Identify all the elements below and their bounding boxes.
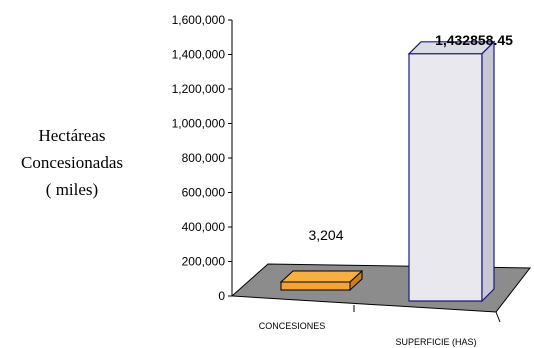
x-tick [495, 311, 501, 323]
bar-superficie [407, 40, 496, 303]
bar-side [481, 40, 495, 303]
y-tick-label: 1,400,000 [172, 48, 226, 62]
y-tick-label: 400,000 [182, 220, 226, 234]
bar-concesiones [279, 269, 364, 292]
category-label: SUPERFICIE (HAS) [395, 337, 476, 347]
y-tick-label: 600,000 [182, 186, 226, 200]
y-axis-label-line: Concesionadas [21, 153, 123, 172]
y-axis-label-line: ( miles) [46, 180, 98, 199]
y-axis-label: Hectáreas Concesionadas ( miles) [21, 126, 123, 199]
y-tick-label: 1,600,000 [172, 13, 226, 27]
data-label-superficie: 1,432858.45 [435, 32, 513, 48]
y-axis-label-line: Hectáreas [38, 126, 105, 145]
bar-top [279, 270, 364, 283]
bars [279, 40, 496, 303]
y-tick-label: 0 [218, 289, 225, 303]
y-axis: 0 200,000 400,000 600,000 800,000 1,000,000 1,… [172, 13, 233, 303]
category-label: CONCESIONES [259, 321, 326, 331]
y-tick-label: 200,000 [182, 255, 226, 269]
y-tick-label: 1,000,000 [172, 117, 226, 131]
bar-side [349, 269, 363, 292]
bar-front [280, 281, 351, 291]
data-labels: 3,204 1,432858.45 CONCESIONES SUPERFICIE (H… [259, 32, 513, 347]
bar-front [408, 53, 483, 302]
y-tick-label: 1,200,000 [172, 82, 226, 96]
y-tick-label: 800,000 [182, 151, 226, 165]
data-label-concesiones: 3,204 [308, 227, 343, 243]
